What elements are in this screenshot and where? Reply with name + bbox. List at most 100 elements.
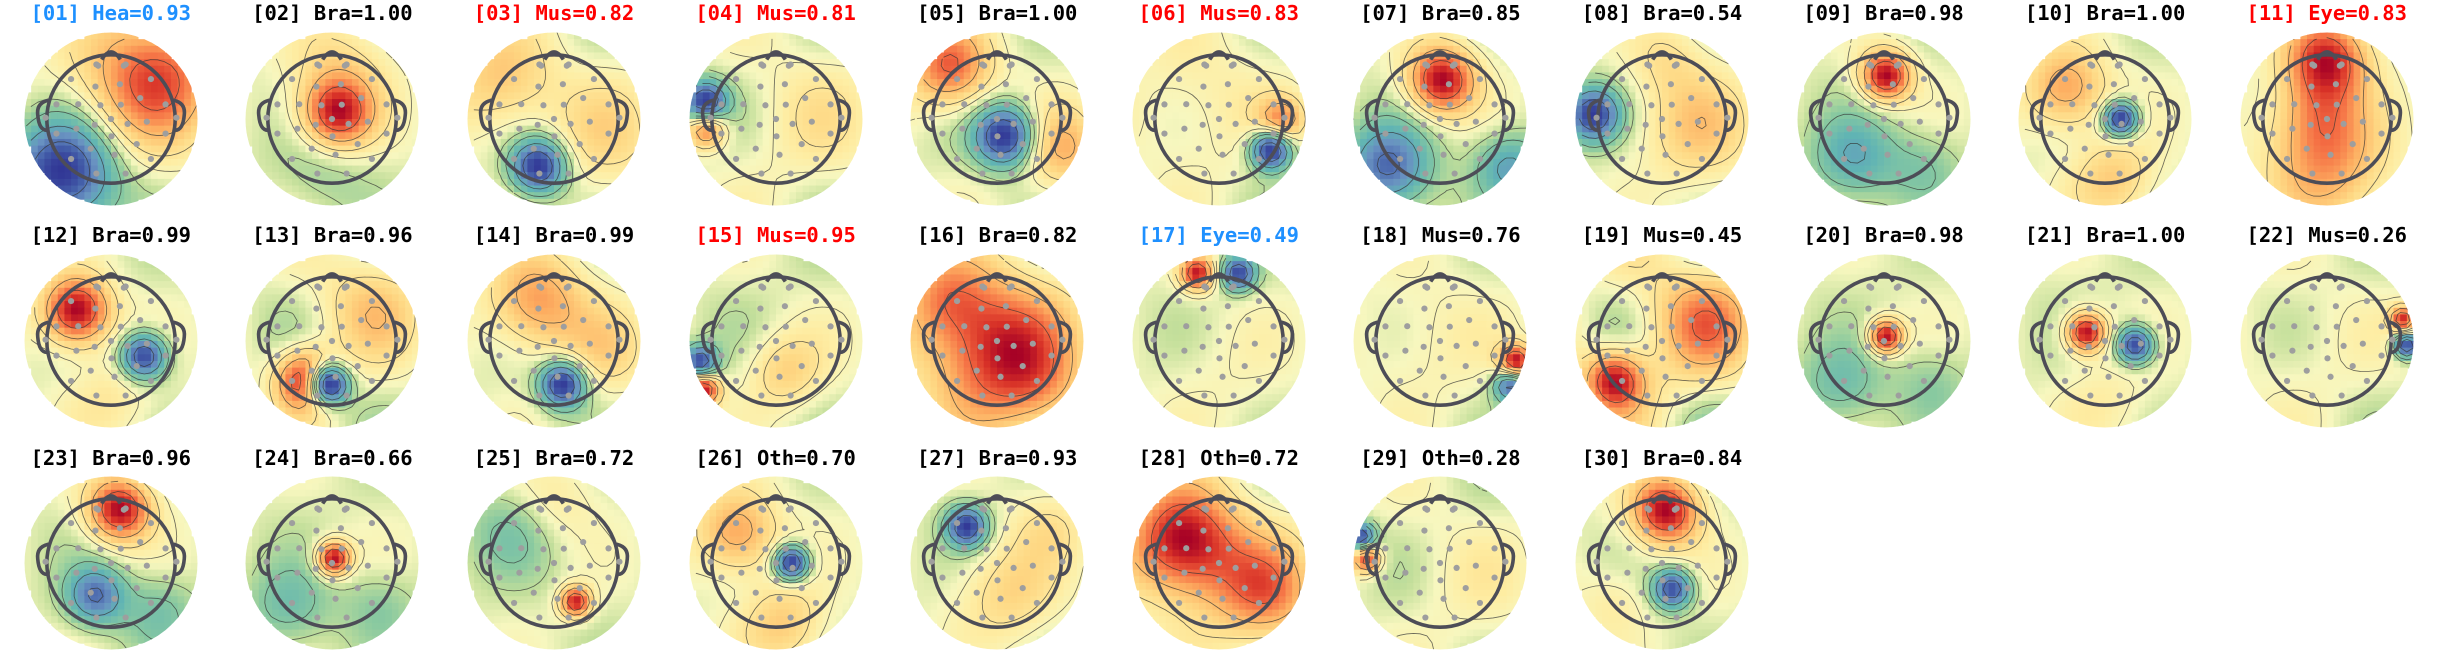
electrode-markers [1593,505,1731,621]
topomap-17[interactable] [1126,248,1312,434]
topomap-08[interactable] [1569,26,1755,212]
topomap-02[interactable] [239,26,425,212]
topomap-01[interactable] [18,26,204,212]
ica-component-07[interactable]: [07] Bra=0.85 [1330,0,1552,222]
electrode-markers [1593,60,1731,177]
ica-component-28[interactable]: [28] Oth=0.72 [1108,445,1330,667]
electrode-markers [263,60,401,177]
topomap-09[interactable] [1791,26,1977,212]
ica-component-06[interactable]: [06] Mus=0.83 [1108,0,1330,222]
ica-component-09[interactable]: [09] Bra=0.98 [1773,0,1995,222]
ica-component-12[interactable]: [12] Bra=0.99 [0,222,222,444]
ica-component-18[interactable]: [18] Mus=0.76 [1330,222,1552,444]
component-label-16: [16] Bra=0.82 [916,223,1078,248]
topomap-24[interactable] [239,470,425,656]
ica-component-01[interactable]: [01] Hea=0.93 [0,0,222,222]
topomap-16[interactable] [904,248,1090,434]
topomap-svg [910,476,1084,650]
electrode-markers [707,60,845,177]
electrode-markers [707,505,845,621]
component-label-22: [22] Mus=0.26 [2246,223,2407,248]
ica-component-05[interactable]: [05] Bra=1.00 [886,0,1108,222]
topomap-28[interactable] [1126,470,1312,656]
ica-component-25[interactable]: [25] Bra=0.72 [443,445,665,667]
electrode-markers [1371,283,1509,399]
ica-component-08[interactable]: [08] Bra=0.54 [1551,0,1773,222]
topomap-svg [1132,254,1306,428]
component-label-05: [05] Bra=1.00 [916,1,1078,25]
scalp-field [1132,32,1306,205]
scalp-field [689,476,863,650]
topomap-29[interactable] [1347,470,1533,656]
scalp-field [910,476,1084,650]
topomap-13[interactable] [239,248,425,434]
topomap-12[interactable] [18,248,204,434]
ica-component-04[interactable]: [04] Mus=0.81 [665,0,887,222]
ica-component-21[interactable]: [21] Bra=1.00 [1994,222,2216,444]
ica-component-15[interactable]: [15] Mus=0.95 [665,222,887,444]
ica-component-16[interactable]: [16] Bra=0.82 [886,222,1108,444]
ica-component-03[interactable]: [03] Mus=0.82 [443,0,665,222]
ica-component-22[interactable]: [22] Mus=0.26 [2216,222,2438,444]
topomap-svg [467,476,641,650]
topomap-svg [245,254,419,428]
topomap-25[interactable] [461,470,647,656]
scalp-field [1575,254,1749,428]
topomap-10[interactable] [2012,26,2198,212]
electrode-markers [1371,505,1509,621]
component-label-20: [20] Bra=0.98 [1803,223,1964,248]
component-label-30: [30] Bra=0.84 [1581,445,1743,470]
electrode-markers [1150,505,1288,621]
ica-component-17[interactable]: [17] Eye=0.49 [1108,222,1330,444]
topomap-05[interactable] [904,26,1090,212]
ica-component-11[interactable]: [11] Eye=0.83 [2216,0,2438,222]
ica-component-24[interactable]: [24] Bra=0.66 [222,445,444,667]
ica-component-29[interactable]: [29] Oth=0.28 [1330,445,1552,667]
scalp-field [1353,476,1527,650]
topomap-19[interactable] [1569,248,1755,434]
ica-component-20[interactable]: [20] Bra=0.98 [1773,222,1995,444]
topomap-06[interactable] [1126,26,1312,212]
ica-component-19[interactable]: [19] Mus=0.45 [1551,222,1773,444]
topomap-svg [1575,254,1749,428]
topomap-26[interactable] [683,470,869,656]
ica-component-30[interactable]: [30] Bra=0.84 [1551,445,1773,667]
topomap-03[interactable] [461,26,647,212]
electrode-markers [928,283,1066,399]
topomap-30[interactable] [1569,470,1755,656]
scalp-field [467,254,641,428]
topomap-14[interactable] [461,248,647,434]
component-label-12: [12] Bra=0.99 [30,223,192,248]
component-label-18: [18] Mus=0.76 [1360,223,1521,248]
topomap-22[interactable] [2234,248,2420,434]
ica-component-26[interactable]: [26] Oth=0.70 [665,445,887,667]
ica-component-10[interactable]: [10] Bra=1.00 [1994,0,2216,222]
component-label-23: [23] Bra=0.96 [30,445,192,470]
topomap-04[interactable] [683,26,869,212]
ica-component-27[interactable]: [27] Bra=0.93 [886,445,1108,667]
scalp-field [245,32,419,205]
topomap-11[interactable] [2234,26,2420,212]
topomap-18[interactable] [1347,248,1533,434]
topomap-svg [24,32,198,205]
topomap-svg [910,254,1084,428]
topomap-27[interactable] [904,470,1090,656]
topomap-20[interactable] [1791,248,1977,434]
component-label-29: [29] Oth=0.28 [1360,445,1521,470]
topomap-svg [245,476,419,650]
topomap-07[interactable] [1347,26,1533,212]
component-label-15: [15] Mus=0.95 [695,223,856,248]
ica-component-02[interactable]: [02] Bra=1.00 [222,0,444,222]
component-label-13: [13] Bra=0.96 [252,223,413,248]
scalp-field [2018,32,2192,205]
component-label-19: [19] Mus=0.45 [1581,223,1743,248]
electrode-markers [263,283,401,399]
component-label-04: [04] Mus=0.81 [695,1,856,25]
ica-component-14[interactable]: [14] Bra=0.99 [443,222,665,444]
topomap-svg [1797,254,1971,428]
ica-component-13[interactable]: [13] Bra=0.96 [222,222,444,444]
ica-component-23[interactable]: [23] Bra=0.96 [0,445,222,667]
topomap-21[interactable] [2012,248,2198,434]
topomap-23[interactable] [18,470,204,656]
topomap-15[interactable] [683,248,869,434]
